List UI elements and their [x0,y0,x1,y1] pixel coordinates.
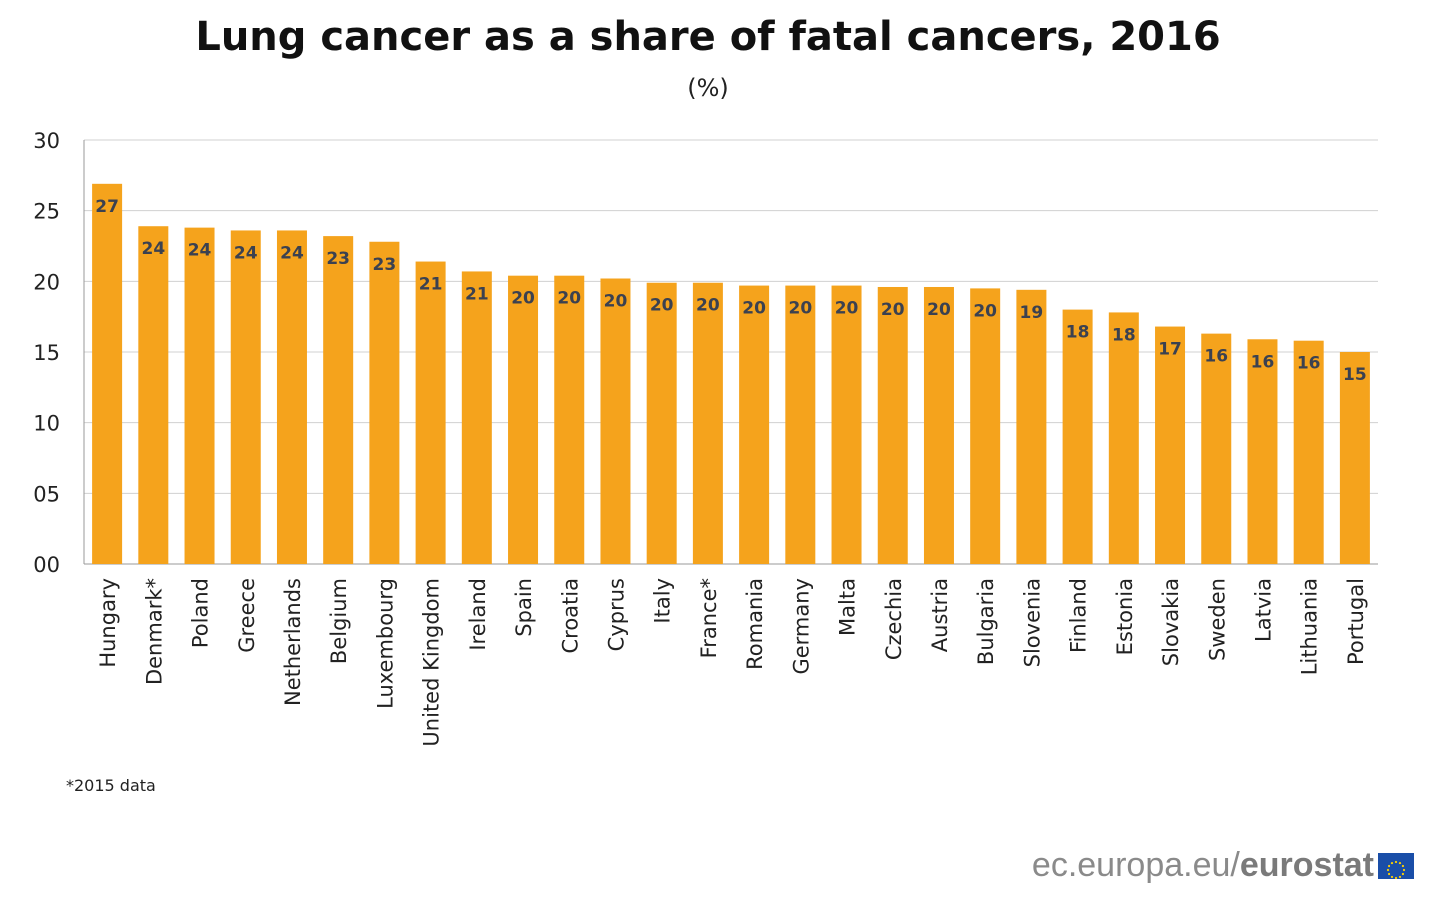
bar [600,278,631,564]
data-label: 20 [742,299,766,319]
bar [739,285,770,564]
data-label: 18 [1066,323,1090,343]
x-tick-label: Luxembourg [373,578,397,709]
bar [276,230,307,564]
data-label: 24 [141,239,165,259]
x-tick-label: Austria [928,578,952,652]
bar [369,241,400,564]
x-tick-label: Ireland [466,578,490,651]
x-tick-label: Poland [189,578,213,648]
y-tick-label: 25 [33,200,60,224]
x-tick-label: Finland [1067,578,1091,653]
source-brand: eurostat [1239,846,1374,884]
bar [1016,289,1047,564]
data-label: 20 [650,296,674,316]
data-label: 24 [234,243,258,263]
x-tick-label: Sweden [1205,578,1229,661]
bar [184,227,215,565]
data-label: 20 [696,296,720,316]
source-prefix: ec.europa.eu/ [1031,846,1240,884]
eurostat-logo[interactable]: ec.europa.eu/eurostat [1032,846,1414,885]
x-tick-label: Slovenia [1020,578,1044,667]
data-label: 21 [419,275,443,295]
bar [415,261,446,564]
data-label: 23 [326,249,350,269]
y-tick-label: 05 [33,482,60,506]
data-label: 20 [881,300,905,320]
data-label: 16 [1297,354,1321,374]
data-label: 17 [1158,340,1182,360]
data-label: 20 [835,299,859,319]
data-label: 24 [188,241,212,261]
data-label: 27 [95,197,119,217]
data-label: 23 [373,255,397,275]
x-tick-label: Italy [651,578,675,624]
chart-subtitle: (%) [687,74,729,102]
bar [1247,339,1278,564]
bar [1062,309,1093,564]
y-tick-label: 15 [33,341,60,365]
bar [554,275,585,564]
data-label: 24 [280,243,304,263]
footnote: *2015 data [66,776,156,795]
y-tick-label: 30 [33,129,60,153]
x-tick-label: Belgium [327,578,351,664]
y-tick-label: 10 [33,412,60,436]
bar [138,226,169,565]
x-tick-label: United Kingdom [420,578,444,747]
x-tick-label: Denmark* [142,578,166,685]
data-label: 19 [1020,303,1044,323]
bar [831,285,862,564]
data-label: 20 [557,289,581,309]
bar [923,286,954,564]
bar [1201,333,1232,564]
chart-title: Lung cancer as a share of fatal cancers,… [195,14,1221,60]
data-label: 15 [1343,365,1367,385]
data-label: 20 [973,301,997,321]
data-label: 20 [511,289,535,309]
x-tick-label: Latvia [1251,578,1275,642]
bar [1108,312,1139,564]
x-tick-label: Hungary [96,578,120,668]
data-label: 18 [1112,325,1136,345]
y-tick-label: 00 [33,553,60,577]
x-tick-label: Czechia [882,578,906,660]
data-label: 16 [1251,352,1275,372]
x-tick-label: Portugal [1344,578,1368,665]
x-tick-label: France* [697,578,721,658]
data-label: 20 [788,299,812,319]
eu-flag-icon [1378,852,1414,879]
bar [785,285,816,564]
data-label: 20 [604,292,628,312]
bar [1339,352,1370,564]
x-tick-label: Netherlands [281,578,305,706]
x-tick-label: Germany [789,578,813,675]
bar [877,286,908,564]
bar [461,271,492,564]
bar [692,282,723,564]
bar [1293,340,1324,564]
bar [1155,326,1186,564]
data-label: 16 [1204,347,1228,367]
x-tick-label: Bulgaria [974,578,998,665]
x-tick-label: Malta [836,578,860,636]
bar [970,288,1001,564]
bar [230,230,261,564]
x-tick-label: Spain [512,578,536,637]
x-tick-label: Slovakia [1159,578,1183,666]
data-label: 20 [927,300,951,320]
x-tick-label: Lithuania [1298,578,1322,675]
bar [646,282,677,564]
bar [92,183,123,564]
x-tick-label: Cyprus [604,578,628,651]
x-tick-label: Romania [743,578,767,670]
x-tick-label: Estonia [1113,578,1137,655]
x-tick-label: Greece [235,578,259,653]
y-tick-label: 20 [33,270,60,294]
bar [508,275,539,564]
data-label: 21 [465,284,489,304]
bar [323,236,354,564]
x-tick-label: Croatia [558,578,582,654]
